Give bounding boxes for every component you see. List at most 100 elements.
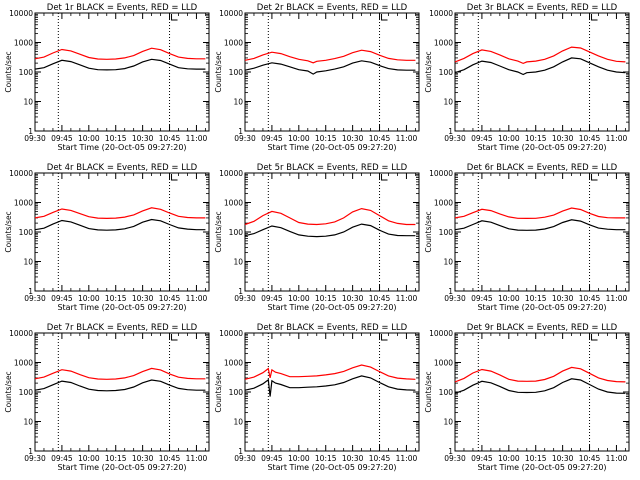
x-tick-label: 09:45 xyxy=(51,134,73,143)
x-tick-label: 09:30 xyxy=(234,454,256,463)
panel-7: Det 7r BLACK = Events, RED = LLD 1 10 100 10… xyxy=(4,323,210,472)
corner-mark xyxy=(171,14,178,21)
red-series-line xyxy=(454,46,626,65)
y-tick-label: 1 xyxy=(28,127,33,136)
x-axis-label: Start Time (20-Oct-05 09:27:20) xyxy=(477,143,606,152)
x-tick-label: 10:00 xyxy=(288,134,310,143)
y-tick-label: 10 xyxy=(443,98,453,107)
corner-mark xyxy=(171,174,178,181)
x-axis-label: Start Time (20-Oct-05 09:27:20) xyxy=(267,143,396,152)
x-tick-label: 10:45 xyxy=(159,294,181,303)
y-axis-label: Counts/sec xyxy=(214,51,223,92)
x-tick-label: 11:00 xyxy=(186,454,208,463)
x-tick-label: 10:00 xyxy=(78,134,100,143)
black-series-line xyxy=(244,223,416,238)
y-tick-label: 100 xyxy=(439,388,454,397)
red-series-line xyxy=(454,366,626,383)
y-tick-label: 1000 xyxy=(14,199,33,208)
x-tick-label: 09:45 xyxy=(51,454,73,463)
y-tick-label: 10000 xyxy=(429,169,453,178)
x-tick-label: 10:15 xyxy=(525,294,547,303)
y-tick-label: 10000 xyxy=(9,329,33,338)
y-tick-label: 100 xyxy=(229,228,244,237)
corner-mark xyxy=(381,174,388,181)
x-axis-label: Start Time (20-Oct-05 09:27:20) xyxy=(267,303,396,312)
x-tick-label: 10:45 xyxy=(579,134,601,143)
y-axis-label: Counts/sec xyxy=(4,51,13,92)
panel-2: Det 2r BLACK = Events, RED = LLD 1 10 100 10… xyxy=(214,3,420,152)
black-series-line xyxy=(34,379,206,392)
y-tick-label: 1000 xyxy=(434,199,453,208)
corner-mark xyxy=(591,14,598,21)
x-tick-label: 10:45 xyxy=(369,294,391,303)
y-axis-label: Counts/sec xyxy=(4,211,13,252)
x-tick-label: 10:15 xyxy=(105,134,127,143)
x-tick-label: 09:30 xyxy=(24,294,46,303)
panel-6: Det 6r BLACK = Events, RED = LLD 1 10 100 10… xyxy=(424,163,630,312)
y-tick-label: 10 xyxy=(233,98,243,107)
corner-mark xyxy=(381,14,388,21)
y-tick-label: 10 xyxy=(233,258,243,267)
x-tick-label: 10:45 xyxy=(369,134,391,143)
x-axis-label: Start Time (20-Oct-05 09:27:20) xyxy=(267,463,396,472)
x-tick-label: 11:00 xyxy=(396,134,418,143)
x-tick-label: 10:00 xyxy=(288,454,310,463)
y-tick-label: 1 xyxy=(28,447,33,456)
x-axis-label: Start Time (20-Oct-05 09:27:20) xyxy=(477,463,606,472)
x-tick-label: 11:00 xyxy=(606,134,628,143)
y-tick-label: 1 xyxy=(238,287,243,296)
x-axis-label: Start Time (20-Oct-05 09:27:20) xyxy=(57,143,186,152)
y-tick-label: 10 xyxy=(233,418,243,427)
black-series-line xyxy=(34,218,206,231)
y-tick-label: 1 xyxy=(448,287,453,296)
x-tick-label: 10:00 xyxy=(78,454,100,463)
corner-mark xyxy=(171,334,178,341)
red-series-line xyxy=(244,364,416,380)
x-tick-label: 10:15 xyxy=(105,294,127,303)
panel-9: Det 9r BLACK = Events, RED = LLD 1 10 100 10… xyxy=(424,323,630,472)
corner-mark xyxy=(591,174,598,181)
y-tick-label: 100 xyxy=(229,388,244,397)
plot-frame xyxy=(34,332,210,452)
y-tick-label: 1 xyxy=(448,447,453,456)
panel-1: Det 1r BLACK = Events, RED = LLD 1 10 100 10… xyxy=(4,3,210,152)
x-tick-label: 10:45 xyxy=(159,454,181,463)
x-tick-label: 09:45 xyxy=(261,134,283,143)
x-tick-label: 10:00 xyxy=(498,454,520,463)
x-tick-label: 11:00 xyxy=(606,294,628,303)
plot-frame xyxy=(34,12,210,132)
panel-title: Det 9r BLACK = Events, RED = LLD xyxy=(467,323,618,333)
y-tick-label: 1000 xyxy=(14,359,33,368)
x-tick-label: 10:30 xyxy=(132,134,154,143)
x-tick-label: 11:00 xyxy=(396,454,418,463)
x-tick-label: 09:45 xyxy=(471,454,493,463)
x-tick-label: 10:30 xyxy=(342,454,364,463)
plot-frame xyxy=(454,332,630,452)
plot-frame xyxy=(454,172,630,292)
x-tick-label: 10:15 xyxy=(315,294,337,303)
x-tick-label: 09:30 xyxy=(444,294,466,303)
y-tick-label: 1 xyxy=(238,447,243,456)
y-axis-label: Counts/sec xyxy=(214,211,223,252)
x-tick-label: 10:00 xyxy=(498,294,520,303)
y-tick-label: 10000 xyxy=(429,9,453,18)
x-tick-label: 10:30 xyxy=(552,134,574,143)
x-tick-label: 11:00 xyxy=(186,294,208,303)
x-axis-label: Start Time (20-Oct-05 09:27:20) xyxy=(477,303,606,312)
x-tick-label: 09:30 xyxy=(444,134,466,143)
y-tick-label: 100 xyxy=(19,68,34,77)
red-series-line xyxy=(244,207,416,226)
red-series-line xyxy=(34,367,206,380)
y-tick-label: 10 xyxy=(23,98,33,107)
black-series-line xyxy=(454,378,626,394)
y-tick-label: 10000 xyxy=(429,329,453,338)
panel-title: Det 4r BLACK = Events, RED = LLD xyxy=(47,163,198,173)
x-tick-label: 10:45 xyxy=(579,294,601,303)
y-tick-label: 100 xyxy=(439,228,454,237)
x-tick-label: 10:15 xyxy=(315,134,337,143)
x-tick-label: 09:45 xyxy=(51,294,73,303)
red-series-line xyxy=(244,49,416,64)
x-tick-label: 09:30 xyxy=(234,134,256,143)
y-tick-label: 10000 xyxy=(9,169,33,178)
